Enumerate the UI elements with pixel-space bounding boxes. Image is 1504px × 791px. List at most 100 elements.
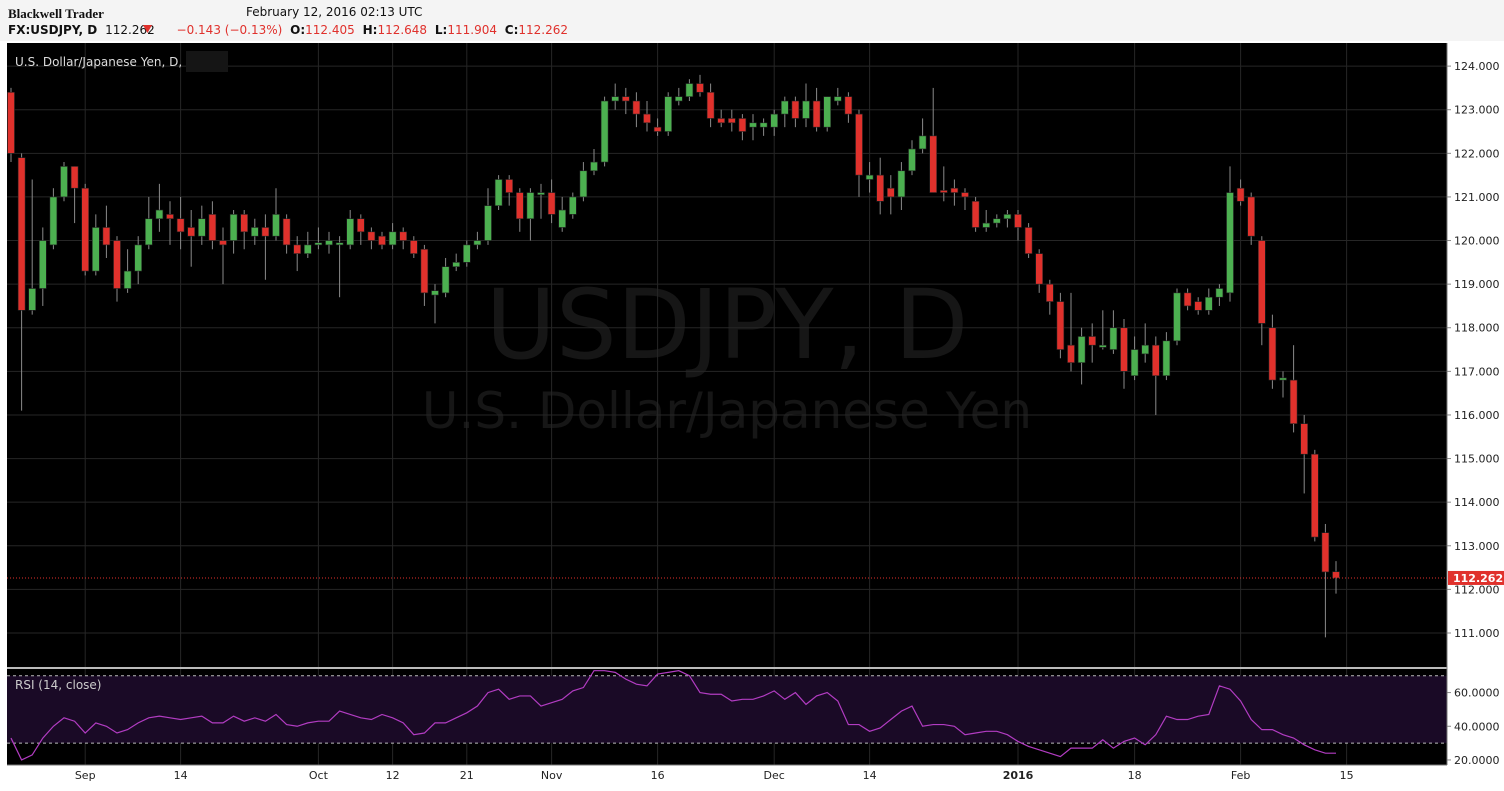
candle-body	[49, 196, 58, 246]
candle-body	[855, 113, 863, 176]
candle-body	[950, 187, 959, 193]
candle-body	[1152, 344, 1160, 377]
candle-body	[738, 118, 747, 132]
candle-body	[123, 270, 132, 289]
x-tick-label: 14	[863, 769, 877, 782]
y-tick-label: 120.000	[1454, 235, 1500, 248]
candle-body	[166, 214, 174, 220]
grid	[7, 43, 1447, 765]
candle-body	[28, 288, 37, 311]
candle-body	[484, 205, 492, 241]
change: −0.143 (−0.13%)	[177, 23, 283, 37]
candle-body	[1332, 571, 1340, 579]
candle-body	[17, 157, 26, 311]
x-tick-label: 12	[386, 769, 400, 782]
candle-body	[590, 161, 598, 172]
candle-body	[113, 240, 121, 289]
candle-body	[664, 96, 673, 132]
candle-body	[1321, 532, 1330, 573]
y-tick-label: 119.000	[1454, 278, 1500, 291]
candle-body	[452, 262, 461, 267]
candle-body	[70, 166, 79, 189]
y-tick-label: 60.0000	[1454, 687, 1500, 700]
candle-body	[1215, 288, 1224, 298]
rsi-legend: RSI (14, close)	[15, 678, 101, 692]
candle-body	[706, 91, 715, 119]
candle-body	[1279, 377, 1287, 381]
ohlc-label: O:	[290, 23, 305, 37]
candle-body	[92, 227, 100, 272]
y-tick-label: 122.000	[1454, 147, 1500, 160]
candle-body	[293, 244, 302, 254]
candle-body	[1099, 344, 1107, 348]
candle-body	[441, 266, 450, 294]
candle-body	[971, 200, 980, 228]
candle-body	[621, 96, 630, 102]
candle-body	[759, 122, 768, 128]
candle-body	[1226, 192, 1234, 294]
candle-body	[568, 196, 577, 215]
x-tick-label: Sep	[75, 769, 96, 782]
candle-body	[346, 218, 355, 246]
ohlc-value: 111.904	[447, 23, 497, 37]
price-pane	[7, 43, 1447, 667]
y-tick-label: 116.000	[1454, 409, 1500, 422]
marks	[7, 74, 1447, 761]
candle-body	[844, 96, 853, 115]
candle-body	[515, 192, 524, 220]
candle-body	[145, 218, 153, 246]
candle-body	[1183, 292, 1192, 307]
candle-body	[918, 135, 927, 150]
ohlc-value: 112.648	[377, 23, 427, 37]
y-tick-label: 114.000	[1454, 496, 1500, 509]
candle-body	[1162, 340, 1171, 377]
candle-body	[356, 218, 365, 233]
ohlc-label: H:	[363, 23, 378, 37]
candle-body	[1046, 283, 1054, 302]
legend: U.S. Dollar/Japanese Yen, D,	[15, 55, 182, 69]
candle-body	[1003, 214, 1012, 220]
candle-body	[102, 227, 111, 246]
down-arrow	[143, 25, 152, 33]
candle-body	[198, 218, 206, 237]
y-tick-label: 40.0000	[1454, 720, 1500, 733]
last-price: 112.262	[105, 23, 155, 37]
symbol-line: FX:USDJPY, D 112.262 −0.143 (−0.13%) O:1…	[8, 23, 568, 37]
watermark-name: U.S. Dollar/Japanese Yen	[422, 382, 1032, 440]
candle-body	[982, 222, 991, 228]
ohlc-value: 112.405	[305, 23, 355, 37]
x-tick-label: 16	[651, 769, 665, 782]
candle-body	[251, 227, 259, 237]
candle-body	[1056, 301, 1065, 350]
candle-body	[727, 118, 736, 124]
candle-body	[187, 227, 195, 237]
candle-body	[282, 218, 291, 246]
candle-body	[1109, 327, 1118, 350]
candle-body	[325, 240, 333, 246]
candle-body	[939, 190, 948, 193]
candle-body	[240, 214, 248, 233]
last-price-tag	[1448, 570, 1504, 585]
candle-body	[717, 118, 726, 124]
candle-body	[674, 96, 683, 102]
candle-body	[961, 192, 969, 198]
candle-body	[1024, 227, 1033, 254]
candle-body	[134, 244, 142, 272]
candle-body	[155, 209, 164, 220]
candle-body	[1194, 301, 1202, 311]
brand: Blackwell Trader	[8, 6, 104, 21]
y-tick-label: 117.000	[1454, 365, 1500, 378]
x-tick-label: 21	[460, 769, 474, 782]
candle-body	[643, 113, 651, 124]
candle-body	[272, 214, 280, 237]
timestamp: February 12, 2016 02:13 UTC	[246, 5, 422, 19]
candle-body	[420, 248, 429, 294]
candle-body	[431, 290, 439, 296]
candle-body	[1173, 292, 1181, 342]
candle-body	[1035, 253, 1043, 285]
y-tick-label: 112.000	[1454, 583, 1500, 596]
candle-body	[547, 192, 556, 215]
candle-body	[1258, 240, 1266, 324]
